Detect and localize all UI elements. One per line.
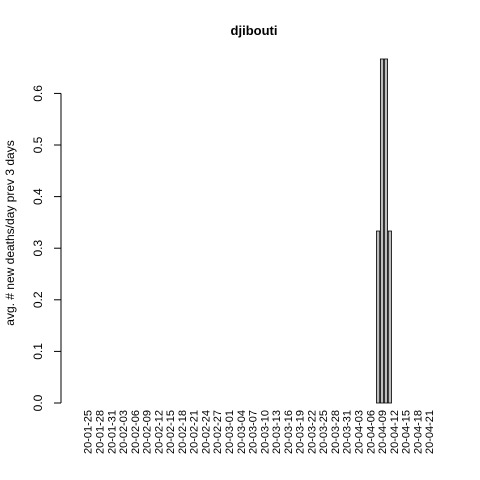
bars-group: [376, 58, 392, 404]
x-tick-label: 20-03-28: [330, 410, 342, 454]
y-tick-label: 0.2: [31, 291, 45, 308]
x-tick-label: 20-02-03: [118, 410, 130, 454]
x-tick-label: 20-04-09: [377, 410, 389, 454]
x-tick-label: 20-01-28: [95, 410, 107, 454]
x-tick-label: 20-01-25: [83, 410, 95, 454]
y-tick-label: 0.4: [31, 188, 45, 205]
x-tick-label: 20-04-06: [365, 410, 377, 454]
y-tick-label: 0.1: [31, 343, 45, 360]
y-axis: 0.0 0.1 0.2 0.3 0.4 0.5 0.6: [31, 85, 62, 411]
x-tick-label: 20-03-16: [283, 410, 295, 454]
y-tick-label: 0.3: [31, 240, 45, 257]
x-tick-label: 20-03-19: [295, 410, 307, 454]
bar-20-04-11: [387, 230, 392, 404]
x-tick-label: 20-02-15: [165, 410, 177, 454]
x-tick-label: 20-03-04: [236, 410, 248, 454]
x-tick-label: 20-03-22: [306, 410, 318, 454]
y-tick-label: 0.6: [31, 85, 45, 102]
bar-20-04-09: [379, 58, 385, 404]
x-tick-label: 20-04-15: [401, 410, 413, 454]
x-tick-label: 20-04-18: [412, 410, 424, 454]
x-axis: 20-01-25 20-01-28 20-01-31 20-02-03 20-02-06…: [83, 410, 436, 454]
x-tick-label: 20-03-10: [259, 410, 271, 454]
x-tick-label: 20-02-27: [212, 410, 224, 454]
x-tick-label: 20-02-18: [177, 410, 189, 454]
x-tick-label: 20-02-06: [130, 410, 142, 454]
bar-20-04-10: [383, 58, 388, 404]
x-tick-label: 20-03-01: [224, 410, 236, 454]
x-tick-label: 20-02-09: [142, 410, 154, 454]
x-tick-label: 20-04-21: [424, 410, 436, 454]
x-tick-label: 20-03-07: [248, 410, 260, 454]
x-tick-label: 20-03-13: [271, 410, 283, 454]
x-tick-label: 20-02-21: [189, 410, 201, 454]
x-tick-label: 20-02-24: [200, 410, 212, 454]
bar-20-04-08: [376, 230, 381, 404]
x-tick-label: 20-01-31: [106, 410, 118, 454]
x-tick-label: 20-04-12: [389, 410, 401, 454]
y-tick-label: 0.5: [31, 136, 45, 153]
x-tick-label: 20-02-12: [153, 410, 165, 454]
x-tick-label: 20-04-03: [353, 410, 365, 454]
y-axis-label: avg. # new deaths/day prev 3 days: [3, 140, 17, 325]
chart-title: djibouti: [231, 23, 278, 38]
x-tick-label: 20-03-25: [318, 410, 330, 454]
x-tick-label: 20-03-31: [342, 410, 354, 454]
y-tick-label: 0.0: [31, 394, 45, 411]
